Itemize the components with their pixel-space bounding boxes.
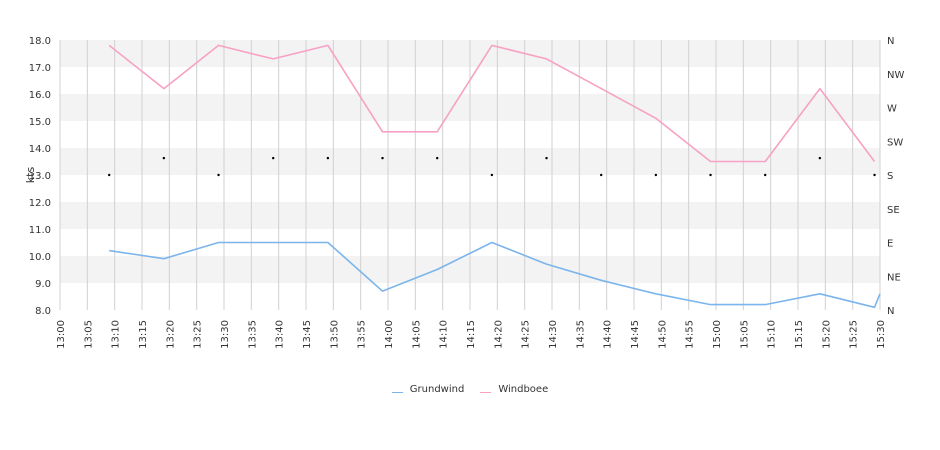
x-tick-label: 14:10 xyxy=(439,320,450,349)
y-axis-title: kts xyxy=(24,167,37,184)
direction-mark xyxy=(654,173,658,177)
legend-swatch-grundwind xyxy=(391,391,403,393)
y-tick-label: 9.0 xyxy=(35,279,51,290)
direction-mark xyxy=(764,173,767,177)
direction-mark xyxy=(490,173,494,177)
right-axis-label: NW xyxy=(887,70,904,81)
right-axis-label: S xyxy=(887,171,893,182)
x-tick-label: 13:40 xyxy=(275,320,286,349)
x-tick-label: 13:00 xyxy=(56,320,67,349)
x-tick-label: 14:55 xyxy=(685,320,696,349)
legend-label-windboee: Windboee xyxy=(498,384,549,395)
direction-mark xyxy=(272,156,275,160)
x-tick-label: 14:25 xyxy=(521,320,532,349)
x-tick-label: 13:45 xyxy=(302,320,313,349)
grid-lines xyxy=(59,40,881,310)
x-tick-label: 14:30 xyxy=(548,320,559,349)
y-tick-label: 15.0 xyxy=(29,117,51,128)
y-tick-label: 11.0 xyxy=(29,225,51,236)
direction-mark xyxy=(873,173,876,177)
legend: Grundwind Windboee xyxy=(0,384,940,395)
y-tick-label: 17.0 xyxy=(29,63,51,74)
direction-mark xyxy=(600,173,603,177)
x-tick-label: 14:00 xyxy=(384,320,395,349)
x-tick-label: 15:25 xyxy=(849,320,860,349)
x-tick-label: 14:35 xyxy=(575,320,586,349)
series-line-windboee xyxy=(108,44,876,163)
right-axis-label: NE xyxy=(887,272,901,283)
x-tick-label: 15:15 xyxy=(794,320,805,349)
x-tick-label: 13:15 xyxy=(138,320,149,349)
right-axis-label: E xyxy=(887,239,893,250)
x-tick-label: 13:50 xyxy=(329,320,340,349)
x-tick-label: 14:40 xyxy=(603,320,614,349)
right-axis-label: N xyxy=(887,36,894,47)
x-tick-label: 13:25 xyxy=(193,320,204,349)
legend-item-windboee[interactable]: Windboee xyxy=(480,384,548,395)
y-tick-label: 18.0 xyxy=(29,36,51,47)
y-tick-label: 14.0 xyxy=(29,144,51,155)
series-line-grundwind xyxy=(109,241,881,309)
y-tick-label: 10.0 xyxy=(29,252,51,263)
direction-marks xyxy=(108,156,876,177)
right-axis-label: SW xyxy=(887,137,903,148)
direction-mark xyxy=(818,156,822,160)
direction-mark xyxy=(436,156,439,160)
x-tick-label: 13:05 xyxy=(83,320,94,349)
series-lines xyxy=(108,44,881,309)
y-tick-label: 12.0 xyxy=(29,198,51,209)
x-tick-label: 13:30 xyxy=(220,320,231,349)
direction-mark xyxy=(381,156,384,160)
right-axis-label: W xyxy=(887,104,897,115)
y-tick-label: 13.0 xyxy=(29,171,51,182)
x-tick-label: 13:10 xyxy=(111,320,122,349)
right-axis-label: N xyxy=(887,306,894,317)
x-tick-label: 14:15 xyxy=(466,320,477,349)
x-tick-label: 15:00 xyxy=(712,320,723,349)
legend-item-grundwind[interactable]: Grundwind xyxy=(391,384,465,395)
axis-labels: 13:00 13:05 13:10 13:15 13:20 13:25 13:30 13:35… xyxy=(29,36,905,349)
direction-mark xyxy=(162,156,166,160)
x-tick-label: 14:20 xyxy=(493,320,504,349)
direction-mark xyxy=(217,173,220,177)
x-tick-label: 15:05 xyxy=(739,320,750,349)
y-tick-label: 8.0 xyxy=(35,306,51,317)
legend-swatch-windboee xyxy=(480,391,492,393)
x-tick-label: 15:10 xyxy=(767,320,778,349)
direction-mark xyxy=(709,173,712,177)
x-tick-label: 14:45 xyxy=(630,320,641,349)
direction-mark xyxy=(108,173,111,177)
x-tick-label: 15:30 xyxy=(876,320,887,349)
x-tick-label: 15:20 xyxy=(821,320,832,349)
right-axis-label: SE xyxy=(887,205,900,216)
x-tick-label: 13:35 xyxy=(247,320,258,349)
legend-label-grundwind: Grundwind xyxy=(409,384,465,395)
y-tick-label: 16.0 xyxy=(29,90,51,101)
x-tick-label: 14:05 xyxy=(411,320,422,349)
direction-mark xyxy=(326,156,330,160)
x-tick-label: 14:50 xyxy=(657,320,668,349)
x-tick-label: 13:55 xyxy=(357,320,368,349)
x-tick-label: 13:20 xyxy=(165,320,176,349)
direction-mark xyxy=(545,156,548,160)
